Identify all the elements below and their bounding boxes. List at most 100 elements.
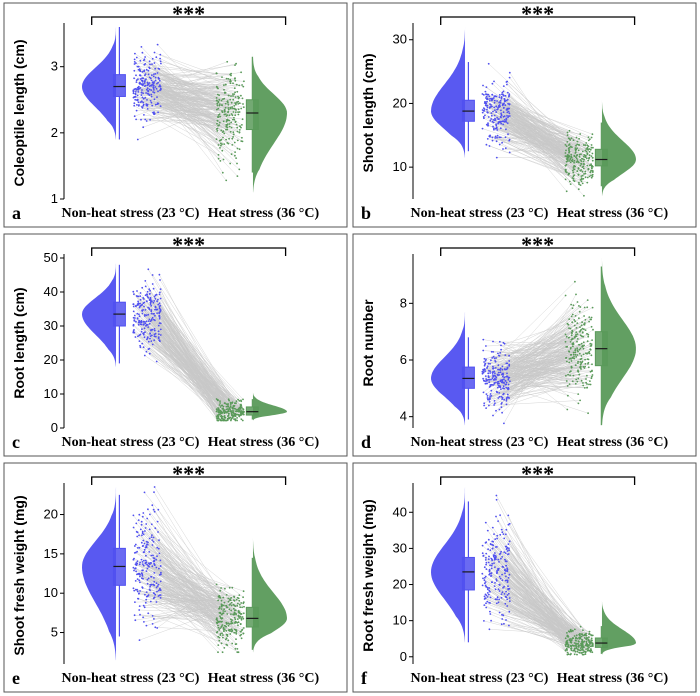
point-non-heat: [158, 85, 161, 88]
point-non-heat: [157, 508, 160, 511]
point-non-heat: [506, 115, 508, 117]
point-heat: [588, 630, 591, 633]
point-non-heat: [152, 508, 155, 511]
point-heat: [219, 413, 222, 415]
point-non-heat: [483, 361, 485, 363]
point-heat: [564, 155, 567, 158]
point-heat: [582, 144, 585, 146]
point-heat: [580, 160, 583, 163]
point-non-heat: [486, 529, 489, 532]
point-non-heat: [502, 374, 505, 376]
point-heat: [583, 162, 585, 165]
point-non-heat: [154, 335, 157, 338]
point-heat: [588, 150, 591, 153]
point-heat: [568, 383, 571, 385]
point-heat: [240, 400, 243, 403]
point-non-heat: [504, 568, 506, 571]
paired-line: [492, 541, 589, 641]
point-non-heat: [503, 593, 506, 595]
point-heat: [566, 643, 568, 646]
point-non-heat: [504, 136, 507, 139]
point-non-heat: [494, 377, 496, 380]
point-non-heat: [505, 117, 508, 120]
point-heat: [236, 651, 239, 654]
point-non-heat: [156, 43, 159, 46]
point-heat: [222, 604, 225, 607]
point-heat: [588, 316, 591, 318]
paired-line: [502, 333, 588, 383]
point-heat: [568, 638, 571, 641]
y-tick-label: 20: [393, 577, 407, 592]
point-non-heat: [500, 550, 502, 553]
paired-line: [509, 541, 590, 643]
point-heat: [577, 402, 580, 405]
point-heat: [241, 606, 244, 609]
point-non-heat: [505, 564, 507, 567]
y-axis-label: Root number: [360, 299, 376, 387]
point-non-heat: [138, 313, 140, 316]
point-non-heat: [132, 587, 135, 590]
point-non-heat: [493, 128, 495, 131]
point-heat: [221, 624, 224, 626]
point-heat: [577, 640, 580, 642]
point-non-heat: [150, 89, 153, 91]
point-non-heat: [503, 98, 506, 100]
point-non-heat: [507, 585, 509, 588]
point-heat: [586, 386, 589, 389]
point-heat: [234, 609, 237, 612]
point-non-heat: [159, 310, 162, 313]
point-non-heat: [501, 93, 503, 96]
panel-letter: f: [361, 668, 368, 688]
point-non-heat: [492, 554, 495, 557]
point-non-heat: [147, 562, 150, 565]
point-heat: [578, 181, 580, 184]
point-heat: [232, 111, 235, 113]
point-non-heat: [495, 124, 498, 127]
point-non-heat: [134, 95, 137, 98]
point-non-heat: [145, 591, 148, 593]
point-non-heat: [137, 300, 140, 303]
point-heat: [590, 170, 592, 172]
point-non-heat: [483, 117, 485, 120]
point-heat: [225, 138, 228, 141]
point-non-heat: [495, 140, 498, 143]
point-heat: [227, 624, 230, 627]
point-heat: [583, 637, 586, 639]
point-non-heat: [488, 589, 491, 592]
point-non-heat: [486, 106, 489, 109]
point-heat: [583, 158, 585, 161]
point-non-heat: [135, 56, 138, 59]
point-non-heat: [507, 587, 510, 590]
point-non-heat: [138, 306, 141, 309]
point-non-heat: [134, 601, 136, 603]
point-non-heat: [137, 519, 140, 521]
point-non-heat: [490, 359, 492, 362]
point-non-heat: [153, 339, 156, 342]
point-non-heat: [494, 360, 496, 362]
point-non-heat: [158, 574, 161, 576]
paired-line: [501, 367, 581, 381]
point-heat: [590, 155, 593, 158]
point-non-heat: [501, 573, 503, 576]
point-non-heat: [158, 552, 161, 555]
paired-line: [488, 337, 570, 372]
point-heat: [216, 122, 218, 125]
paired-line: [500, 116, 566, 180]
point-heat: [234, 419, 237, 422]
point-heat: [564, 333, 567, 336]
paired-line: [144, 543, 232, 630]
point-non-heat: [133, 319, 136, 322]
point-non-heat: [498, 395, 501, 398]
point-non-heat: [132, 305, 135, 308]
point-heat: [587, 649, 589, 651]
point-non-heat: [492, 355, 495, 358]
point-heat: [227, 639, 230, 642]
point-non-heat: [493, 106, 496, 109]
paired-line: [496, 141, 573, 179]
point-non-heat: [153, 89, 155, 91]
point-heat: [584, 358, 586, 361]
point-heat: [565, 645, 567, 647]
point-heat: [238, 599, 241, 602]
point-heat: [590, 640, 593, 642]
